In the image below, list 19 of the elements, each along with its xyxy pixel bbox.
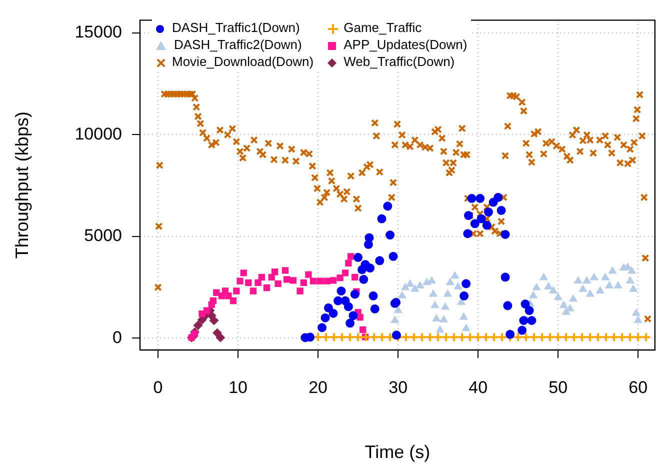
x-tick-label: 30: [388, 378, 408, 397]
x-tick-label: 10: [228, 378, 248, 397]
y-tick-label: 0: [112, 328, 122, 347]
x-tick-label: 20: [308, 378, 328, 397]
legend-label: Game_Traffic: [344, 20, 422, 35]
x-axis-title: Time (s): [364, 442, 430, 462]
y-tick-label: 5000: [84, 226, 122, 246]
y-tick-label: 10000: [74, 124, 122, 144]
y-axis-title: Throughput (kbps): [12, 112, 32, 259]
legend-label: APP_Updates(Down): [344, 37, 468, 52]
legend-label: DASH_Traffic1(Down): [172, 20, 300, 35]
legend-label: DASH_Traffic2(Down): [174, 37, 302, 52]
legend-label: Movie_Download(Down): [172, 54, 314, 69]
x-tick-label: 0: [153, 378, 163, 397]
x-tick-label: 50: [548, 378, 568, 397]
x-tick-label: 60: [628, 378, 648, 397]
legend-label: Web_Traffic(Down): [344, 54, 455, 69]
x-tick-label: 40: [468, 378, 488, 397]
y-tick-label: 15000: [74, 22, 122, 42]
